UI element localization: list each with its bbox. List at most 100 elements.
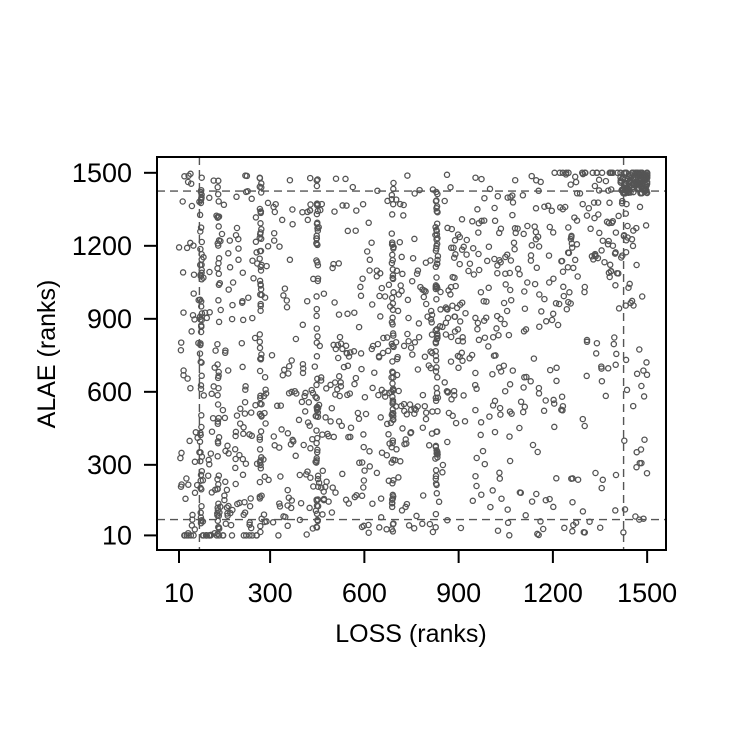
data-point [402,503,409,511]
data-point [509,211,516,219]
data-point [472,472,479,480]
data-point [197,509,204,516]
data-point [407,429,414,437]
data-point [314,225,321,232]
data-point [449,302,456,309]
data-point [594,199,602,206]
data-point [516,424,523,432]
x-tick-label: 1500 [617,578,677,608]
data-point [619,252,626,259]
data-point [208,428,216,435]
data-point [214,504,221,511]
data-point [596,229,603,237]
data-point [389,439,396,447]
data-point [550,400,558,407]
data-point [451,328,459,335]
data-point [314,227,322,234]
data-point [191,489,199,497]
data-point [454,337,462,345]
data-point [589,169,596,177]
data-point [262,420,269,427]
data-point [381,293,389,300]
data-point [215,372,222,379]
data-point [206,461,213,468]
data-point [434,234,441,242]
data-point [360,443,367,451]
data-point [271,208,279,216]
data-point [214,453,221,460]
data-point [425,362,433,369]
data-point [452,251,459,258]
data-point [404,296,412,304]
data-point [486,413,493,420]
data-point [184,375,191,382]
data-point [285,362,293,370]
data-point [306,207,314,214]
data-point [332,175,340,182]
data-point [314,496,322,503]
data-point [432,368,440,375]
data-point [432,394,440,402]
data-point [241,398,249,406]
data-point [458,299,466,306]
data-point [377,495,385,502]
data-point [335,373,343,380]
data-point [400,212,407,219]
data-point [548,316,556,324]
data-point [481,334,489,341]
data-point [299,365,307,372]
data-point [309,435,316,443]
data-point [447,283,455,291]
data-point [211,486,219,494]
data-point [228,532,236,539]
data-point [564,249,572,256]
data-point [360,522,368,530]
data-point [640,515,647,522]
data-point [235,256,242,264]
data-point [534,448,541,456]
data-point [242,532,250,539]
data-point [334,354,342,362]
data-point [427,348,434,355]
data-point [389,437,397,444]
data-point [599,476,607,484]
data-point [383,526,390,533]
data-point [473,385,480,393]
data-point [474,319,482,327]
data-point [313,524,321,531]
data-point [365,529,372,536]
data-point [240,424,247,431]
data-point [257,220,264,227]
data-point [390,374,397,381]
data-point [413,512,420,520]
data-point [313,312,320,320]
data-point [224,442,231,450]
data-point [630,302,637,309]
data-point [314,472,322,480]
data-point [519,192,527,199]
data-point [219,406,227,414]
data-point [314,434,321,442]
data-point [205,532,213,539]
data-point [479,447,487,455]
data-point [299,369,307,377]
data-point [339,470,346,478]
data-point [432,475,440,482]
data-point [619,197,626,205]
data-point [640,393,648,400]
data-point [432,524,439,531]
data-point [388,526,396,533]
data-point [433,384,440,392]
data-point [383,451,391,459]
data-point [344,227,352,235]
data-point [188,328,195,335]
data-point [316,342,324,350]
data-point [389,272,397,279]
data-point [239,455,247,463]
data-point [292,335,300,343]
data-point [270,237,278,244]
data-point [215,368,222,376]
data-point [276,500,283,507]
data-point [433,220,441,227]
data-point [633,370,641,378]
